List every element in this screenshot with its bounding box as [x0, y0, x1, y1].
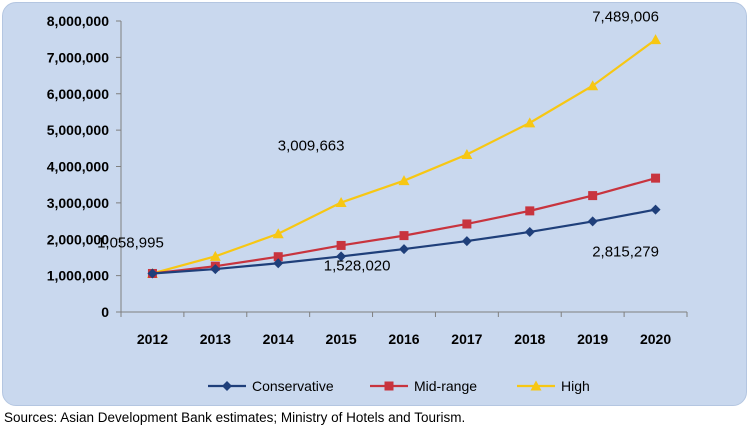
series-mid-range — [147, 173, 661, 278]
data-point — [209, 250, 221, 261]
data-point — [335, 197, 347, 208]
data-point — [650, 34, 662, 45]
legend-item-high: High — [517, 378, 590, 394]
x-tick-label: 2014 — [263, 331, 294, 347]
data-point — [336, 251, 347, 262]
data-point — [399, 244, 409, 255]
legend-item-mid-range: Mid-range — [370, 378, 477, 394]
data-point — [524, 226, 535, 237]
x-tick-label: 2015 — [326, 331, 357, 347]
data-point — [650, 204, 661, 215]
x-tick-label: 2018 — [514, 331, 545, 347]
series-line — [152, 177, 656, 275]
data-point — [398, 175, 410, 186]
data-label: 1,058,995 — [97, 234, 164, 251]
data-point — [399, 231, 409, 241]
data-point — [587, 80, 599, 91]
data-label: 2,815,279 — [592, 244, 659, 261]
legend-item-conservative: Conservative — [208, 378, 334, 394]
y-tick-label: 8,000,000 — [47, 13, 109, 29]
y-tick-label: 3,000,000 — [47, 195, 109, 211]
source-note: Sources: Asian Development Bank estimate… — [4, 410, 466, 425]
x-tick-label: 2012 — [137, 331, 168, 347]
data-point — [147, 268, 158, 279]
legend-label: Conservative — [252, 378, 334, 394]
x-tick-label: 2013 — [200, 331, 231, 347]
series-high — [146, 34, 662, 278]
data-point — [588, 191, 598, 201]
x-tick-label: 2019 — [577, 331, 608, 347]
data-point — [273, 252, 283, 262]
data-point — [524, 117, 536, 128]
y-tick-label: 0 — [101, 304, 109, 320]
y-tick-label: 2,000,000 — [47, 231, 109, 247]
y-tick-label: 5,000,000 — [47, 122, 109, 138]
data-point — [461, 236, 472, 247]
data-point — [462, 219, 472, 229]
data-point — [273, 258, 284, 269]
data-point — [525, 206, 535, 216]
data-point — [587, 216, 598, 227]
data-point — [210, 264, 221, 275]
data-point — [651, 173, 661, 183]
data-point — [272, 228, 284, 239]
y-tick-label: 6,000,000 — [47, 86, 109, 102]
data-label: 7,489,006 — [592, 9, 659, 26]
legend: Conservative Mid-range High — [208, 378, 590, 394]
line-chart: 0 1,000,000 2,000,000 3,000,000 4,000,000 5,0… — [47, 9, 688, 394]
data-label: 3,009,663 — [278, 138, 345, 155]
x-tick-label: 2017 — [451, 331, 482, 347]
x-tick-label: 2016 — [388, 331, 419, 347]
series-conservative — [147, 204, 661, 279]
y-tick-label: 1,000,000 — [47, 268, 109, 284]
x-tick-label: 2020 — [640, 331, 671, 347]
chart-panel — [2, 2, 747, 406]
data-label: 1,528,020 — [324, 257, 391, 274]
y-tick-label: 7,000,000 — [47, 49, 109, 65]
legend-label: High — [561, 378, 590, 394]
data-point — [461, 148, 473, 159]
legend-swatch-marker — [222, 381, 232, 391]
data-point — [336, 240, 346, 250]
legend-swatch-marker — [384, 381, 394, 391]
y-tick-label: 4,000,000 — [47, 159, 109, 175]
legend-swatch-marker — [530, 380, 542, 391]
legend-label: Mid-range — [414, 378, 477, 394]
